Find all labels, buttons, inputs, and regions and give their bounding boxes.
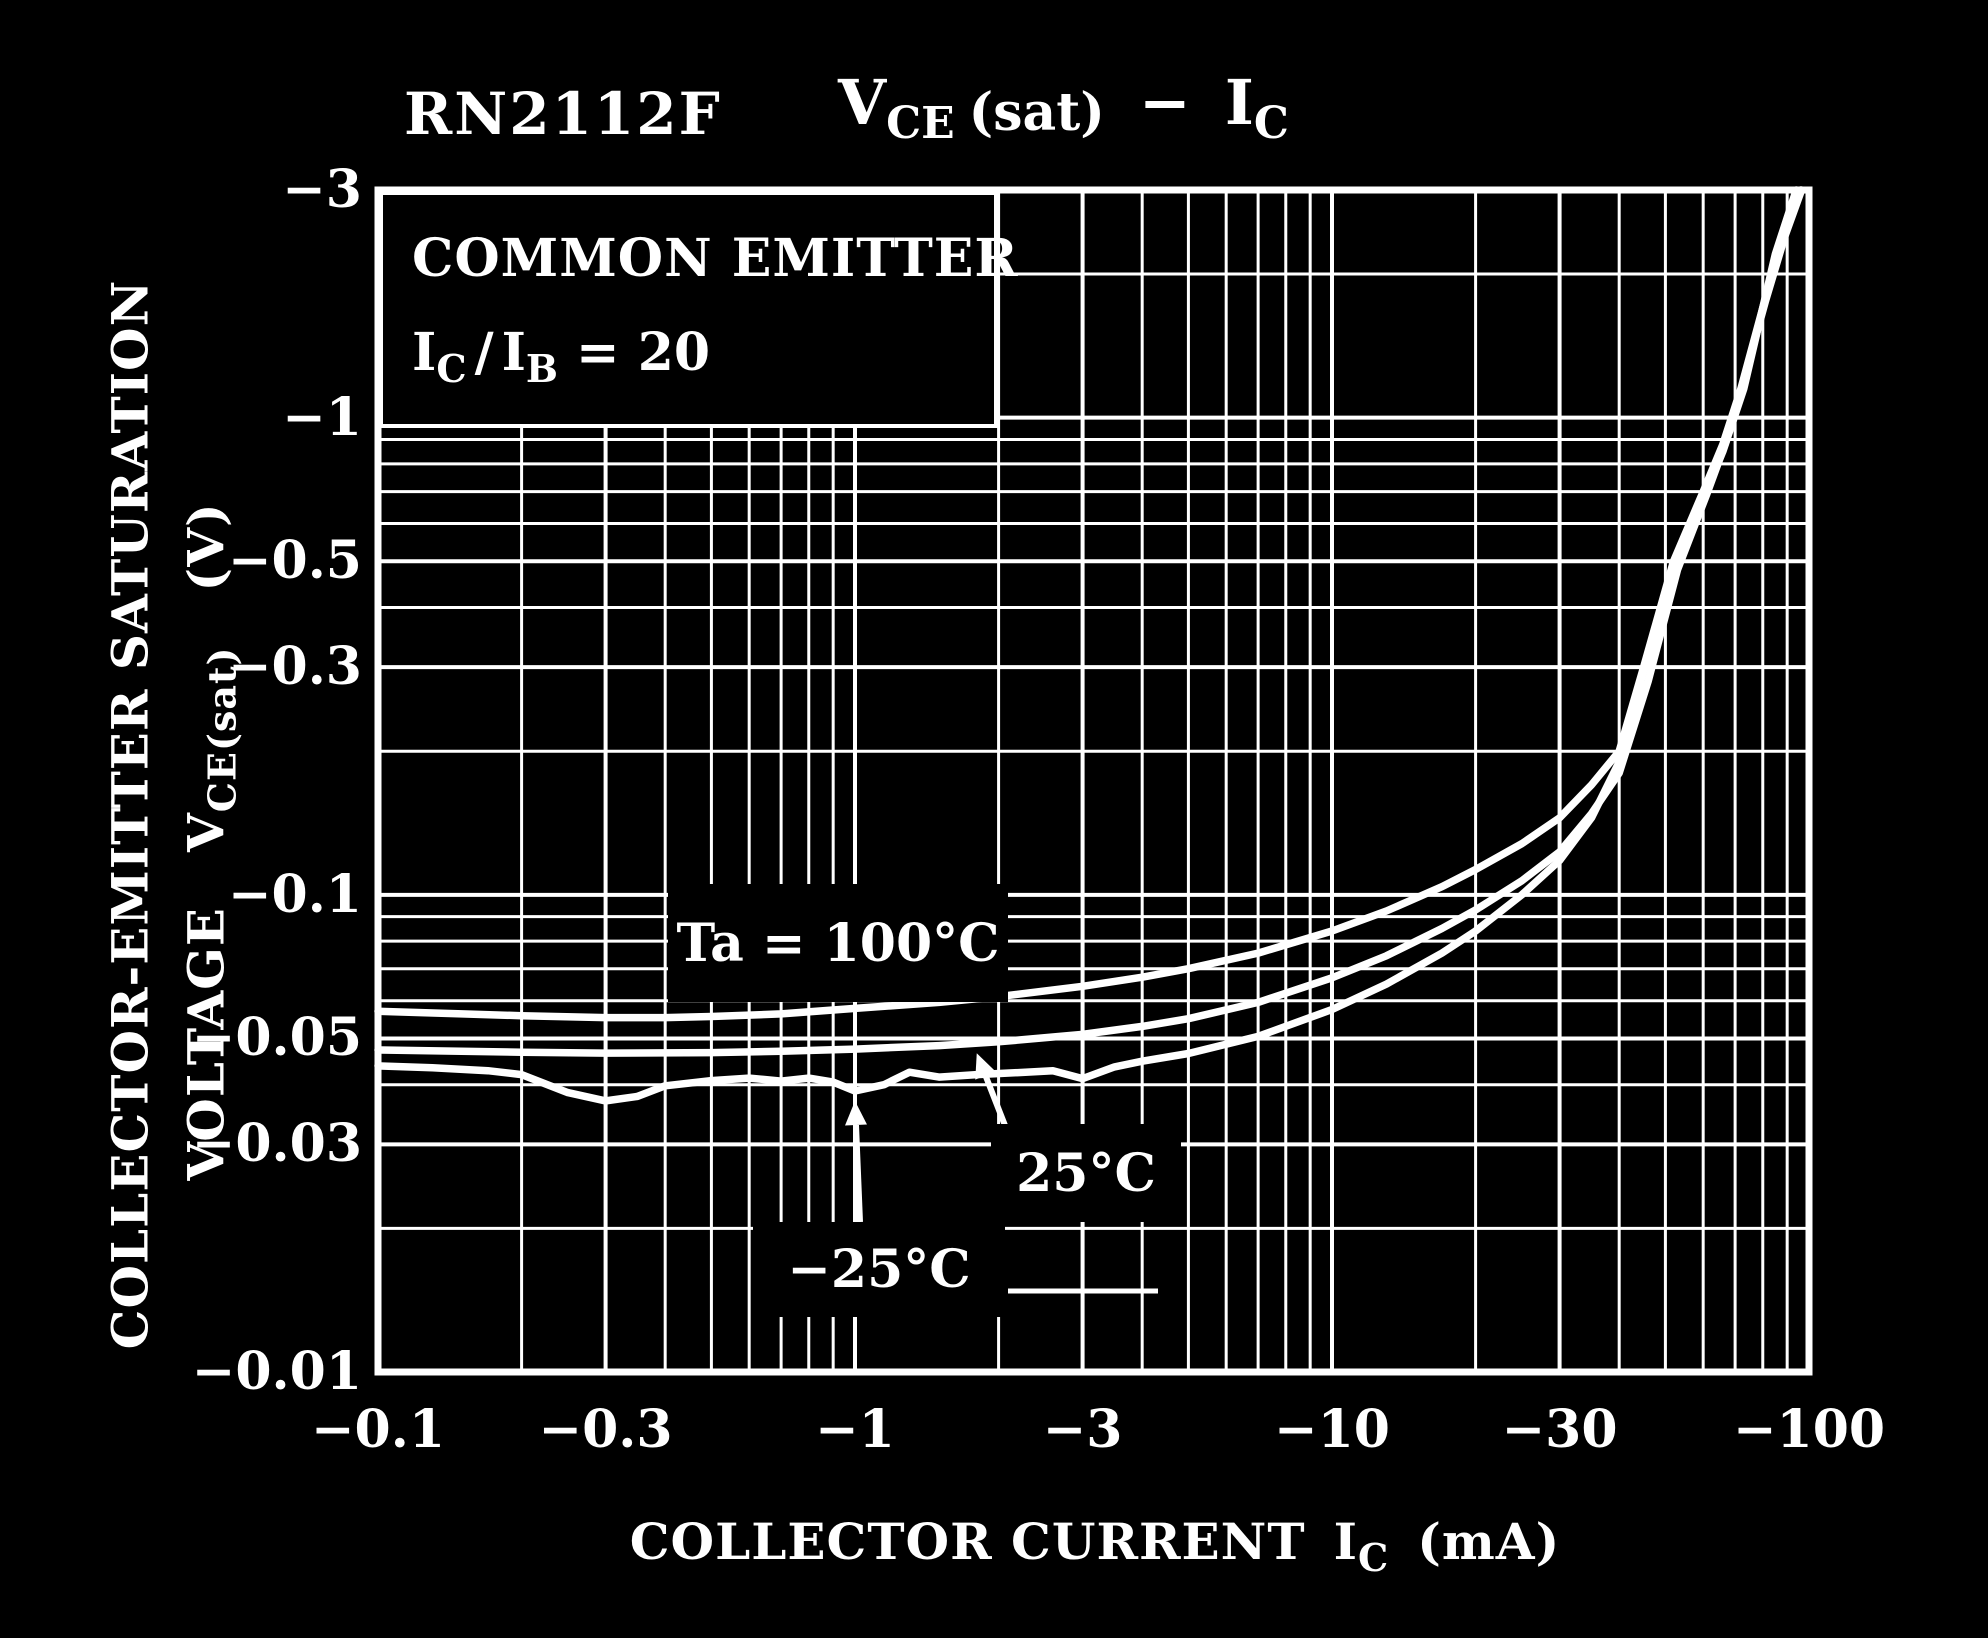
inset-box (379, 191, 998, 428)
x-axis-unit: (mA) (1417, 1512, 1561, 1571)
curve-minus-25c (374, 186, 1800, 1105)
y-tick-label: −0.05 (191, 1007, 362, 1069)
plot-frame (374, 186, 1813, 1376)
inset-equals-value: = 20 (576, 322, 711, 383)
x-tick-label: −0.1 (310, 1399, 446, 1460)
y-tick-label: −3 (282, 159, 362, 220)
inset-ib-symbol: I (501, 322, 526, 383)
annotation-ta-100c: Ta = 100°C (668, 884, 1008, 1002)
title-i-subscript: C (1253, 98, 1289, 149)
chart-title: V CE (sat) − I C (838, 66, 1289, 149)
inset-ic-subscript: C (436, 346, 467, 391)
y-tick-label: −0.03 (191, 1113, 362, 1175)
y-axis-symbol: V (176, 812, 236, 853)
x-tick-label: −30 (1501, 1399, 1618, 1460)
annotation-arrows (845, 1053, 1158, 1294)
x-axis-title: COLLECTOR CURRENT I C (mA) (595, 1512, 1595, 1580)
x-tick-label: −10 (1274, 1399, 1390, 1460)
x-axis-symbol-subscript: C (1357, 1535, 1390, 1580)
inset-condition-line2: I C / I B = 20 (412, 322, 711, 391)
y-tick-label: −1 (282, 386, 362, 448)
y-tick-label: −0.5 (227, 530, 362, 592)
inset-slash: / (474, 322, 494, 383)
arrow-minus-25c-head (845, 1101, 867, 1126)
plot-border (374, 186, 1813, 1376)
x-axis-symbol: I (1333, 1512, 1358, 1571)
x-tick-label: −1 (815, 1399, 895, 1460)
y-tick-label: −0.3 (227, 636, 362, 698)
y-axis-title-line2: VOLTAGEVCE(sat)(V) (176, 292, 245, 1392)
title-i-symbol: I (1224, 66, 1254, 139)
title-v-subscript: CE (886, 98, 955, 149)
x-axis-title-text: COLLECTOR CURRENT (629, 1512, 1306, 1571)
x-tick-label: −3 (1042, 1399, 1123, 1460)
x-tick-label: −0.3 (538, 1399, 673, 1460)
inset-box-frame (379, 191, 998, 428)
arrow-25c-head (975, 1053, 996, 1080)
y-tick-label: −0.01 (191, 1341, 362, 1402)
arrow-minus-25c-line (852, 1124, 863, 1223)
y-tick-label: −0.1 (227, 863, 362, 925)
annotation-25c: 25°C (991, 1124, 1181, 1222)
inset-ic-symbol: I (412, 322, 437, 383)
title-dash: − (1138, 66, 1191, 139)
inset-condition-line1: COMMON EMITTER (412, 228, 1019, 289)
title-sat: (sat) (968, 82, 1105, 143)
title-v-symbol: V (838, 66, 887, 139)
device-label: RN2112F (404, 80, 722, 148)
x-tick-label: −100 (1732, 1399, 1886, 1460)
data-curves (374, 186, 1806, 1105)
annotation-minus-25c: −25°C (753, 1222, 1005, 1317)
arrow-25c-line (982, 1074, 1009, 1130)
inset-ib-subscript: B (525, 346, 559, 391)
